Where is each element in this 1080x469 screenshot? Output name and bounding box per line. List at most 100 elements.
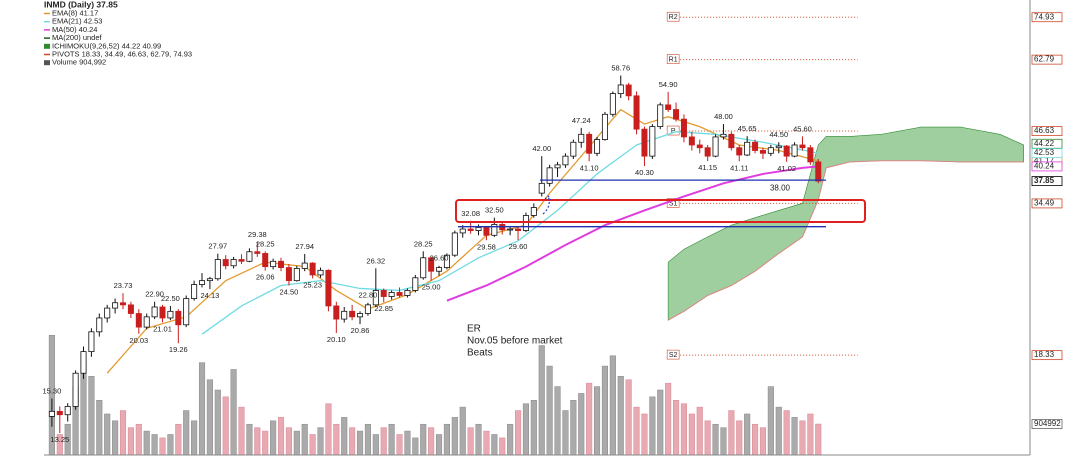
price-label: 22.50 — [161, 294, 180, 303]
value-box-label: 34.49 — [1034, 199, 1055, 208]
annotation: Beats — [467, 348, 493, 359]
volume-bar — [783, 410, 790, 456]
highlight-box — [455, 199, 866, 223]
candle-body — [167, 310, 174, 319]
candle-body — [135, 313, 142, 328]
volume-bar — [238, 406, 245, 456]
labels: 38.00 15.30 13.25 23.73 20.03 22.90 21.01 22.50… — [43, 64, 826, 444]
value-box — [1031, 54, 1063, 65]
price-label: 54.90 — [659, 80, 678, 89]
price-label: 45.65 — [738, 124, 757, 133]
value-box-label: 18.33 — [1034, 350, 1055, 359]
candle-body — [396, 292, 403, 296]
volume-bar — [183, 410, 190, 456]
legend-label: MA(200) undef — [52, 33, 103, 42]
candle-body — [696, 144, 703, 149]
price-label: 26.32 — [366, 256, 385, 265]
candle-body — [443, 254, 450, 268]
candle-body — [238, 259, 245, 262]
pivot-tag — [666, 349, 680, 360]
volume-bar — [206, 379, 213, 456]
volume-bar — [277, 417, 285, 456]
candle-body — [491, 224, 498, 236]
price-label: 32.50 — [485, 206, 504, 215]
volume-bar — [214, 389, 221, 456]
volume-bar — [175, 423, 182, 456]
ma-line — [201, 131, 819, 335]
volume-bar — [104, 413, 111, 456]
candle-body — [214, 259, 221, 280]
volume-bar — [317, 427, 324, 456]
volume-bar — [641, 413, 648, 456]
volume-bar — [744, 413, 751, 456]
volume-bar — [167, 434, 174, 456]
candle-body — [775, 145, 782, 149]
volume-bar — [191, 420, 198, 456]
candle-body — [317, 269, 324, 276]
candle-body — [206, 278, 213, 282]
volume-bar — [475, 423, 482, 456]
candle-body — [507, 228, 514, 231]
volume-bar — [673, 400, 680, 456]
candle-body — [388, 292, 395, 297]
volume-bar — [443, 423, 450, 456]
candle-body — [633, 95, 640, 130]
candle-body — [625, 84, 632, 97]
volume-bar — [601, 365, 608, 456]
volume-bar — [728, 410, 735, 456]
volume-bar — [704, 420, 711, 456]
volume-bar — [483, 430, 490, 456]
pivot-tag — [666, 54, 680, 64]
candle-body — [436, 267, 443, 272]
volume-bar — [514, 410, 522, 456]
candle-body — [72, 372, 79, 407]
candle-body — [175, 310, 182, 326]
price-label: 24.13 — [201, 291, 220, 300]
volume-bar — [159, 437, 166, 456]
pivot-name: R2 — [669, 14, 678, 21]
price-label: 22.85 — [374, 304, 393, 313]
candle-body — [570, 141, 577, 157]
price-label: 29.58 — [477, 242, 496, 251]
volume-bar — [507, 423, 514, 456]
volume-bar — [570, 400, 577, 456]
candle-body — [720, 133, 727, 138]
volume-bar — [554, 386, 561, 456]
candle-body — [96, 317, 103, 333]
volume — [48, 335, 822, 456]
volume-bar — [759, 427, 767, 456]
arrow — [542, 195, 552, 215]
price-label: 41.02 — [777, 164, 796, 173]
candle-body — [270, 260, 277, 268]
candle-body — [649, 126, 656, 157]
candle-body — [759, 150, 766, 154]
candle-body — [562, 155, 569, 166]
candle-body — [736, 147, 743, 156]
volume-bar — [341, 417, 348, 456]
candle-body — [791, 144, 798, 157]
value-box — [1031, 148, 1063, 159]
price-label: 27.97 — [208, 242, 227, 251]
volume-bar — [404, 430, 411, 456]
candle-body — [815, 161, 822, 182]
candle-body — [530, 207, 537, 216]
value-box-label: 41.17 — [1034, 156, 1055, 165]
title: INMD (Daily) 37.85 — [44, 0, 118, 9]
value-box-label: 62.79 — [1034, 55, 1055, 64]
volume-bar — [349, 427, 356, 456]
candle-body — [807, 147, 814, 163]
volume-bar — [459, 406, 466, 456]
value-box — [1031, 12, 1063, 23]
candle-body — [372, 290, 379, 306]
price-label: 41.10 — [580, 163, 599, 172]
volume-bar — [396, 434, 403, 456]
value-box-label: 46.63 — [1034, 126, 1055, 135]
candle-body — [56, 410, 63, 416]
value-box — [1031, 126, 1063, 136]
price-label: 20.03 — [129, 336, 148, 345]
volume-bar — [799, 420, 806, 456]
candle-body — [712, 136, 719, 157]
candle-body — [617, 84, 624, 95]
volume-bar — [546, 365, 553, 456]
